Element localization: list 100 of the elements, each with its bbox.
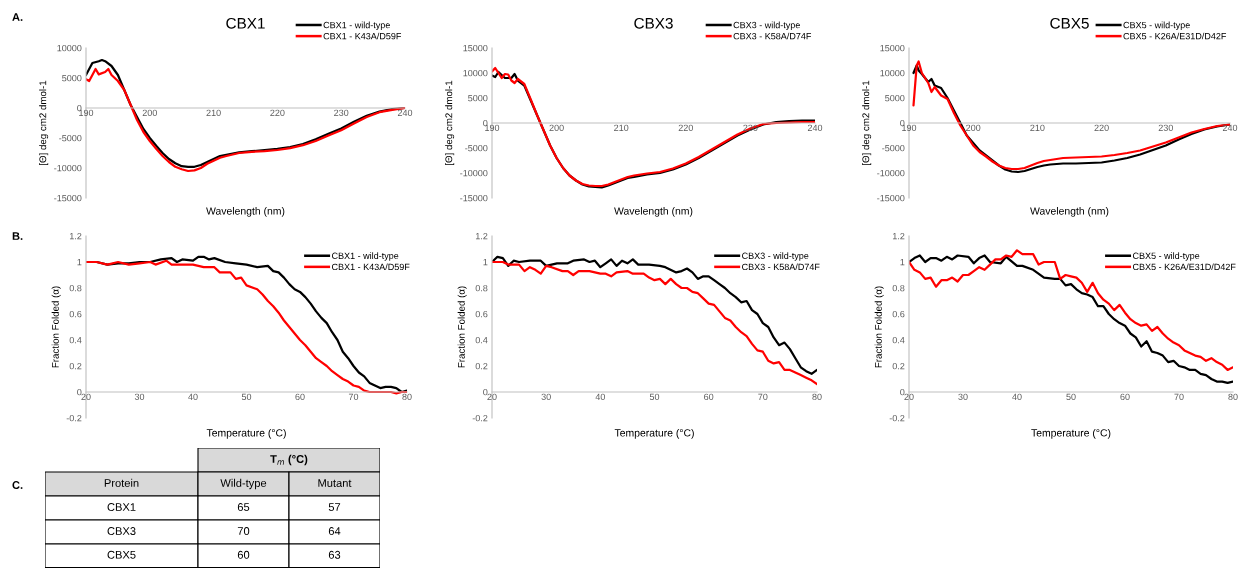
y-tick-label: -0.2 [472,414,488,422]
legend-label: CBX5 - wild-type [1132,252,1200,261]
x-tick-label: 190 [79,109,94,117]
y-tick-label: 0.2 [69,362,82,370]
x-tick-label: 80 [402,393,412,401]
x-tick-label: 210 [1030,124,1045,132]
y-tick-label: 0.4 [892,336,905,344]
y-tick-label: 0 [77,104,82,112]
y-tick-label: 1.2 [892,232,905,240]
y-tick-label: 1.2 [475,232,488,240]
y-tick-label: 0.8 [892,284,905,292]
y-axis-title: [Θ] deg cm2 dmol-1 [445,80,455,165]
y-tick-label: 10000 [463,69,488,77]
y-tick-label: 10000 [880,69,905,77]
text: C. [12,481,23,489]
x-axis-title: Temperature (°C) [206,428,286,439]
x-tick-label: 220 [270,109,285,117]
x-axis-title: Wavelength (nm) [206,207,285,217]
y-tick-label: 0 [483,119,488,127]
text: T$_{m}$ (°C) [270,454,308,466]
x-tick-label: 200 [549,124,564,132]
x-tick-label: 200 [142,109,157,117]
text: 70 [237,527,250,535]
y-tick-label: -15000 [877,194,905,202]
x-axis-title: Wavelength (nm) [1030,207,1109,217]
y-tick-label: -10000 [877,169,905,177]
legend-label: CBX3 - wild-type [733,21,800,31]
x-tick-label: 240 [807,124,823,132]
y-tick-label: 1 [900,259,905,266]
text: A. [12,13,23,21]
x-tick-label: 40 [1012,393,1022,401]
x-tick-label: 200 [966,124,981,132]
text: 65 [237,503,250,511]
text: 57 [328,503,341,511]
x-tick-label: 190 [485,124,500,132]
y-axis-title: Fraction Folded (α) [51,286,61,368]
text: 60 [237,550,250,559]
legend-label: CBX1 - wild-type [323,21,390,31]
y-tick-label: 0.6 [892,310,905,318]
legend-label: CBX1 - K43A/D59F [323,32,402,40]
y-tick-label: 5000 [62,74,82,82]
y-tick-label: 15000 [463,44,488,52]
legend-label: CBX3 - K58A/D74F [733,32,812,40]
text: 64 [328,527,341,535]
x-tick-label: 230 [743,124,758,132]
y-tick-label: -0.2 [66,414,82,422]
legend-label: CBX5 - K26A/E31D/D42F [1123,32,1227,40]
x-tick-label: 60 [704,393,714,401]
legend-label: CBX3 - K58A/D74F [742,263,820,271]
x-tick-label: 220 [678,124,693,132]
y-tick-label: -15000 [54,194,82,202]
x-axis-title: Wavelength (nm) [614,207,693,217]
y-tick-label: -5000 [882,144,905,152]
category-label: CBX1 [107,503,136,511]
legend-label: CBX5 - wild-type [1123,21,1190,31]
y-tick-label: 10000 [57,44,82,52]
text: B. [12,232,23,240]
x-tick-label: 210 [206,109,221,117]
x-tick-label: 30 [541,393,551,401]
x-tick-label: 50 [241,393,252,401]
chart-title: CBX1 [226,17,265,29]
y-tick-label: 0 [483,388,488,396]
x-tick-label: 50 [649,393,660,401]
x-tick-label: 30 [958,393,968,401]
y-tick-label: 15000 [880,44,905,52]
x-tick-label: 50 [1066,393,1076,401]
y-tick-label: 1.2 [69,232,82,240]
y-tick-label: 0.4 [475,336,488,344]
y-tick-label: -0.2 [889,414,905,422]
y-tick-label: -10000 [460,169,488,177]
y-tick-label: -15000 [460,194,488,202]
legend-label: CBX3 - wild-type [742,252,809,261]
x-tick-label: 20 [487,393,497,401]
x-tick-label: 220 [1094,124,1109,132]
x-tick-label: 240 [397,109,413,117]
y-tick-label: -5000 [465,144,488,152]
legend-label: CBX1 - wild-type [332,252,399,261]
x-tick-label: 240 [1222,124,1238,132]
x-tick-label: 70 [758,393,768,401]
y-axis-title: [Θ] deg cm2 dmol-1 [862,80,872,165]
category-label: Wild-type [220,478,267,490]
y-tick-label: 0.2 [475,362,488,370]
y-tick-label: 5000 [885,94,905,102]
x-tick-label: 40 [595,393,605,401]
chart-title: CBX5 [1050,17,1089,29]
x-tick-label: 230 [1158,124,1173,132]
x-tick-label: 20 [904,393,914,401]
y-tick-label: 0 [900,119,905,127]
y-tick-label: 0.4 [69,336,82,344]
y-axis-title: Fraction Folded (α) [874,286,884,368]
x-axis-title: Temperature (°C) [1031,428,1111,439]
x-tick-label: 210 [614,124,629,132]
x-tick-label: 80 [812,393,822,401]
x-tick-label: 40 [188,393,198,401]
x-axis-title: Temperature (°C) [614,428,694,439]
y-tick-label: 0.6 [69,310,82,318]
legend-label: CBX1 - K43A/D59F [332,263,410,271]
x-tick-label: 190 [902,124,917,132]
category-label: CBX5 [107,550,136,559]
x-tick-label: 70 [348,393,359,401]
